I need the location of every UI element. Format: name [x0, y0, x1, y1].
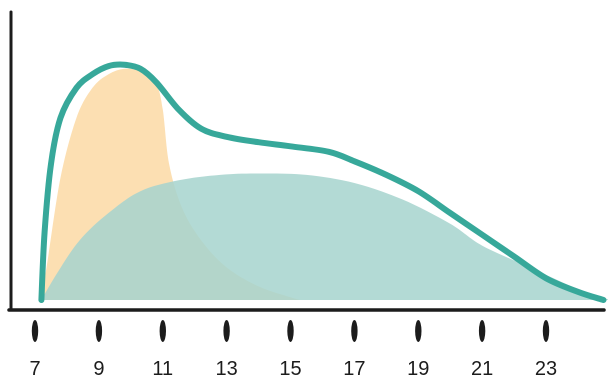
- x-tick-mark: [542, 320, 550, 342]
- x-tick-mark: [95, 320, 103, 342]
- density-outline: [38, 61, 607, 303]
- x-tick-mark: [31, 320, 39, 342]
- x-tick-label: 19: [407, 358, 429, 380]
- x-tick-label: 11: [152, 358, 173, 380]
- x-tick-mark: [351, 320, 358, 342]
- x-tick-label: 9: [93, 358, 104, 380]
- x-tick-mark: [159, 320, 166, 342]
- x-tick-label: 23: [535, 358, 557, 380]
- x-tick-label: 7: [29, 358, 40, 380]
- x-tick-label: 21: [471, 358, 493, 380]
- x-tick-mark: [287, 320, 294, 342]
- x-tick-mark: [478, 320, 486, 342]
- x-tick-label: 15: [279, 358, 301, 380]
- x-tick-label: 17: [343, 358, 365, 380]
- density-area-2: [41, 173, 608, 300]
- x-tick-label: 13: [215, 358, 237, 380]
- x-tick-mark: [223, 320, 230, 342]
- series-layer: [38, 61, 608, 303]
- tick-layer: 7 9 11 13 15 17 19 21 23: [29, 320, 557, 380]
- x-tick-mark: [415, 320, 422, 342]
